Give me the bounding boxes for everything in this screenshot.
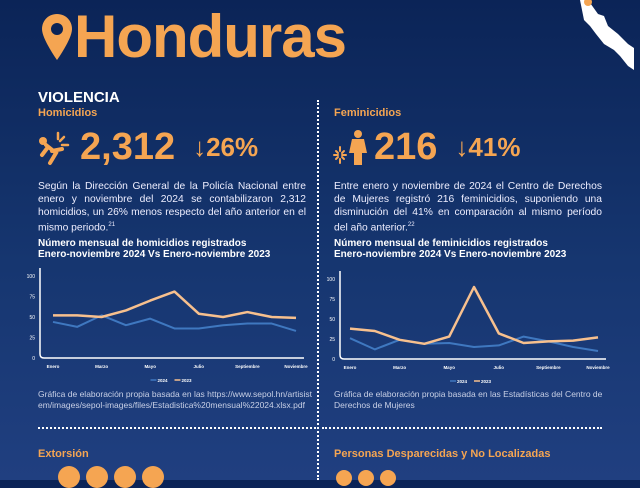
axis-line: [39, 268, 304, 359]
x-tick-label: Septiembre: [536, 365, 561, 370]
y-tick-label: 100: [27, 274, 36, 280]
x-tick-label: Mayo: [144, 364, 156, 369]
y-tick-label: 50: [29, 315, 35, 321]
y-tick-label: 25: [29, 336, 35, 342]
series-line-2024: [52, 314, 297, 332]
homicidios-label: Homicidios: [38, 107, 98, 119]
y-tick-label: 50: [329, 317, 335, 323]
legend-label-2023: 2023: [481, 379, 492, 384]
y-tick-label: 25: [329, 337, 335, 343]
x-tick-label: Enero: [47, 364, 60, 369]
horizontal-divider-left: [38, 427, 316, 429]
page-title: Honduras: [40, 2, 347, 71]
extorsion-label: Extorsión: [38, 448, 89, 460]
homicidios-source-note: Gráfica de elaboración propia basada en …: [38, 389, 313, 410]
feminicidios-value: 216: [374, 126, 438, 168]
homicidios-description: Según la Dirección General de la Policía…: [38, 181, 306, 234]
feminicidios-stat: 216 ↓41%: [332, 126, 520, 169]
x-tick-label: Marzo: [95, 364, 108, 369]
y-tick-label: 100: [327, 277, 336, 283]
feminicidios-change: ↓41%: [455, 132, 521, 162]
feminicidios-label: Feminicidios: [334, 107, 402, 119]
feminicidios-chart: 0 25 50 75 100 Enero Marzo Mayo Julio Septiembre N…: [327, 271, 610, 384]
map-pin-icon: [42, 13, 72, 60]
feminicidios-description: Entre enero y noviembre de 2024 el Centr…: [334, 181, 602, 234]
homicidios-stat: 2,312 ↓26%: [38, 126, 258, 169]
homicidios-chart-title: Número mensual de homicidios registrados…: [38, 238, 271, 260]
falling-person-icon: [39, 131, 70, 165]
x-tick-label: Septiembre: [235, 364, 260, 369]
y-tick-label: 75: [29, 295, 35, 301]
series-line-2024: [349, 335, 599, 352]
x-tick-label: Noviembre: [284, 364, 308, 369]
y-tick-label: 0: [32, 356, 35, 362]
title-text: Honduras: [74, 3, 347, 70]
y-tick-label: 0: [332, 357, 335, 363]
axis-line: [339, 271, 606, 360]
homicidios-chart: 0 25 50 75 100 Enero Marzo Mayo Julio Septiembre N…: [27, 268, 308, 383]
x-tick-label: Marzo: [393, 365, 406, 370]
x-tick-label: Mayo: [443, 365, 455, 370]
y-tick-label: 75: [329, 297, 335, 303]
legend-label-2023: 2023: [182, 378, 193, 383]
x-tick-label: Julio: [194, 364, 205, 369]
series-line-2023: [53, 290, 297, 320]
section-heading: VIOLENCIA: [38, 89, 120, 106]
desaparecidas-label: Personas Desparecidas y No Localizadas: [334, 448, 551, 460]
feminicidios-source-note: Gráfica de elaboración propia basada en …: [334, 389, 603, 410]
homicidios-change: ↓26%: [193, 132, 259, 162]
horizontal-divider-right: [322, 427, 602, 429]
vertical-divider: [317, 100, 319, 480]
x-tick-label: Julio: [494, 365, 505, 370]
x-tick-label: Noviembre: [586, 365, 610, 370]
homicidios-value: 2,312: [80, 126, 176, 168]
x-tick-label: Enero: [344, 365, 357, 370]
feminicidios-chart-title: Número mensual de feminicidios registrad…: [334, 238, 567, 260]
extorsion-value-partial: [58, 466, 198, 488]
map-illustration: [580, 0, 634, 70]
legend-label-2024: 2024: [457, 379, 468, 384]
desaparecidas-value-partial: [336, 470, 416, 486]
legend-label-2024: 2024: [158, 378, 169, 383]
series-line-2023: [349, 285, 599, 346]
woman-icon: [333, 129, 367, 165]
